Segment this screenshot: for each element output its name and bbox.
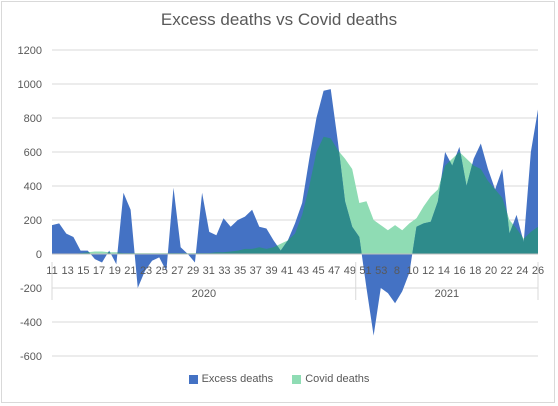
- x-tick-label: 25: [156, 265, 168, 277]
- x-tick-label: 21: [124, 265, 136, 277]
- x-tick-label: 24: [516, 265, 528, 277]
- x-tick-label: 33: [218, 265, 230, 277]
- y-tick-label: 1200: [18, 45, 42, 57]
- legend-label-excess: Excess deaths: [201, 373, 274, 385]
- x-tick-label: 51: [359, 265, 371, 277]
- y-tick-label: 400: [24, 181, 42, 193]
- x-tick-label: 53: [375, 265, 387, 277]
- y-tick-label: -400: [20, 317, 42, 329]
- x-tick-label: 17: [93, 265, 105, 277]
- x-tick-label: 45: [312, 265, 324, 277]
- y-tick-label: 600: [24, 147, 42, 159]
- x-tick-label: 14: [438, 265, 450, 277]
- x-tick-label: 19: [109, 265, 121, 277]
- x-tick-label: 12: [422, 265, 434, 277]
- x-tick-label: 20: [485, 265, 497, 277]
- legend-swatch-excess: [188, 374, 198, 384]
- y-tick-label: 0: [36, 249, 42, 261]
- y-tick-label: 800: [24, 113, 42, 125]
- year-label-2020: 2020: [192, 288, 216, 300]
- x-tick-label: 23: [140, 265, 152, 277]
- x-tick-label: 22: [501, 265, 513, 277]
- y-tick-label: -600: [20, 351, 42, 363]
- year-label-2021: 2021: [435, 288, 459, 300]
- x-axis-tick-labels: 11 13 15 17 19 21 23 25 27 29 31 33 35 37 39 41 43 45 47 49…: [46, 265, 544, 277]
- x-tick-label: 43: [297, 265, 309, 277]
- legend-item-excess: Excess deaths: [188, 373, 274, 385]
- y-tick-label: 1000: [18, 79, 42, 91]
- legend-item-covid: Covid deaths: [292, 373, 369, 385]
- x-tick-label: 31: [203, 265, 215, 277]
- x-tick-label: 16: [453, 265, 465, 277]
- x-tick-label: 10: [406, 265, 418, 277]
- x-tick-label: 47: [328, 265, 340, 277]
- x-tick-label: 13: [62, 265, 74, 277]
- legend-swatch-covid: [292, 374, 302, 384]
- chart-title: Excess deaths vs Covid deaths: [160, 10, 398, 29]
- x-tick-label: 18: [469, 265, 481, 277]
- year-labels: 2020 2021: [51, 262, 539, 300]
- x-tick-label: 29: [187, 265, 199, 277]
- gridlines: [52, 49, 538, 357]
- x-tick-label: 15: [77, 265, 89, 277]
- x-tick-label: 27: [171, 265, 183, 277]
- y-tick-label: -200: [20, 283, 42, 295]
- legend: Excess deaths Covid deaths: [0, 373, 558, 387]
- legend-label-covid: Covid deaths: [305, 373, 370, 385]
- x-tick-label: 37: [250, 265, 262, 277]
- x-tick-label: 8: [394, 265, 400, 277]
- x-tick-label: 49: [344, 265, 356, 277]
- x-tick-label: 35: [234, 265, 246, 277]
- y-axis-tick-labels: 1200 1000 800 600 400 200 0 -200 -400 -600: [18, 45, 42, 363]
- x-tick-label: 39: [265, 265, 277, 277]
- y-tick-label: 200: [24, 215, 42, 227]
- covid-deaths-area: [52, 136, 538, 254]
- x-tick-label: 41: [281, 265, 293, 277]
